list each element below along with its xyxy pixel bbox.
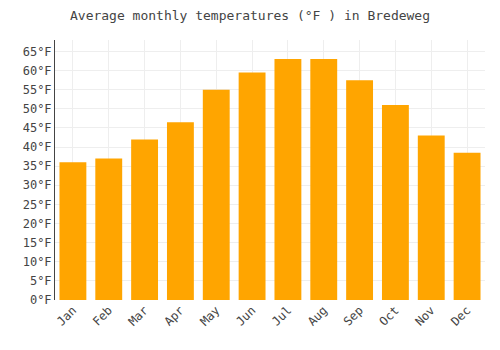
svg-text:55°F: 55°F bbox=[23, 83, 52, 97]
svg-text:Aug: Aug bbox=[305, 303, 330, 328]
svg-text:40°F: 40°F bbox=[23, 140, 52, 154]
svg-text:Feb: Feb bbox=[90, 303, 115, 328]
svg-text:Oct: Oct bbox=[377, 303, 402, 328]
svg-text:20°F: 20°F bbox=[23, 217, 52, 231]
svg-text:35°F: 35°F bbox=[23, 159, 52, 173]
svg-text:Dec: Dec bbox=[448, 303, 473, 328]
svg-text:30°F: 30°F bbox=[23, 178, 52, 192]
svg-text:50°F: 50°F bbox=[23, 102, 52, 116]
svg-text:5°F: 5°F bbox=[30, 274, 52, 288]
svg-text:Sep: Sep bbox=[341, 303, 366, 328]
svg-text:Mar: Mar bbox=[126, 303, 151, 328]
svg-text:15°F: 15°F bbox=[23, 236, 52, 250]
svg-text:Nov: Nov bbox=[412, 303, 437, 328]
svg-text:25°F: 25°F bbox=[23, 198, 52, 212]
svg-text:Jun: Jun bbox=[233, 303, 258, 328]
svg-text:0°F: 0°F bbox=[30, 293, 52, 307]
svg-text:10°F: 10°F bbox=[23, 255, 52, 269]
svg-text:Apr: Apr bbox=[162, 303, 187, 328]
svg-text:60°F: 60°F bbox=[23, 64, 52, 78]
svg-text:65°F: 65°F bbox=[23, 45, 52, 59]
svg-text:Jul: Jul bbox=[269, 303, 294, 328]
svg-text:Average monthly temperatures (: Average monthly temperatures (°F ) in Br… bbox=[70, 8, 430, 23]
svg-text:45°F: 45°F bbox=[23, 121, 52, 135]
svg-text:May: May bbox=[197, 303, 222, 328]
svg-text:Jan: Jan bbox=[54, 303, 79, 328]
